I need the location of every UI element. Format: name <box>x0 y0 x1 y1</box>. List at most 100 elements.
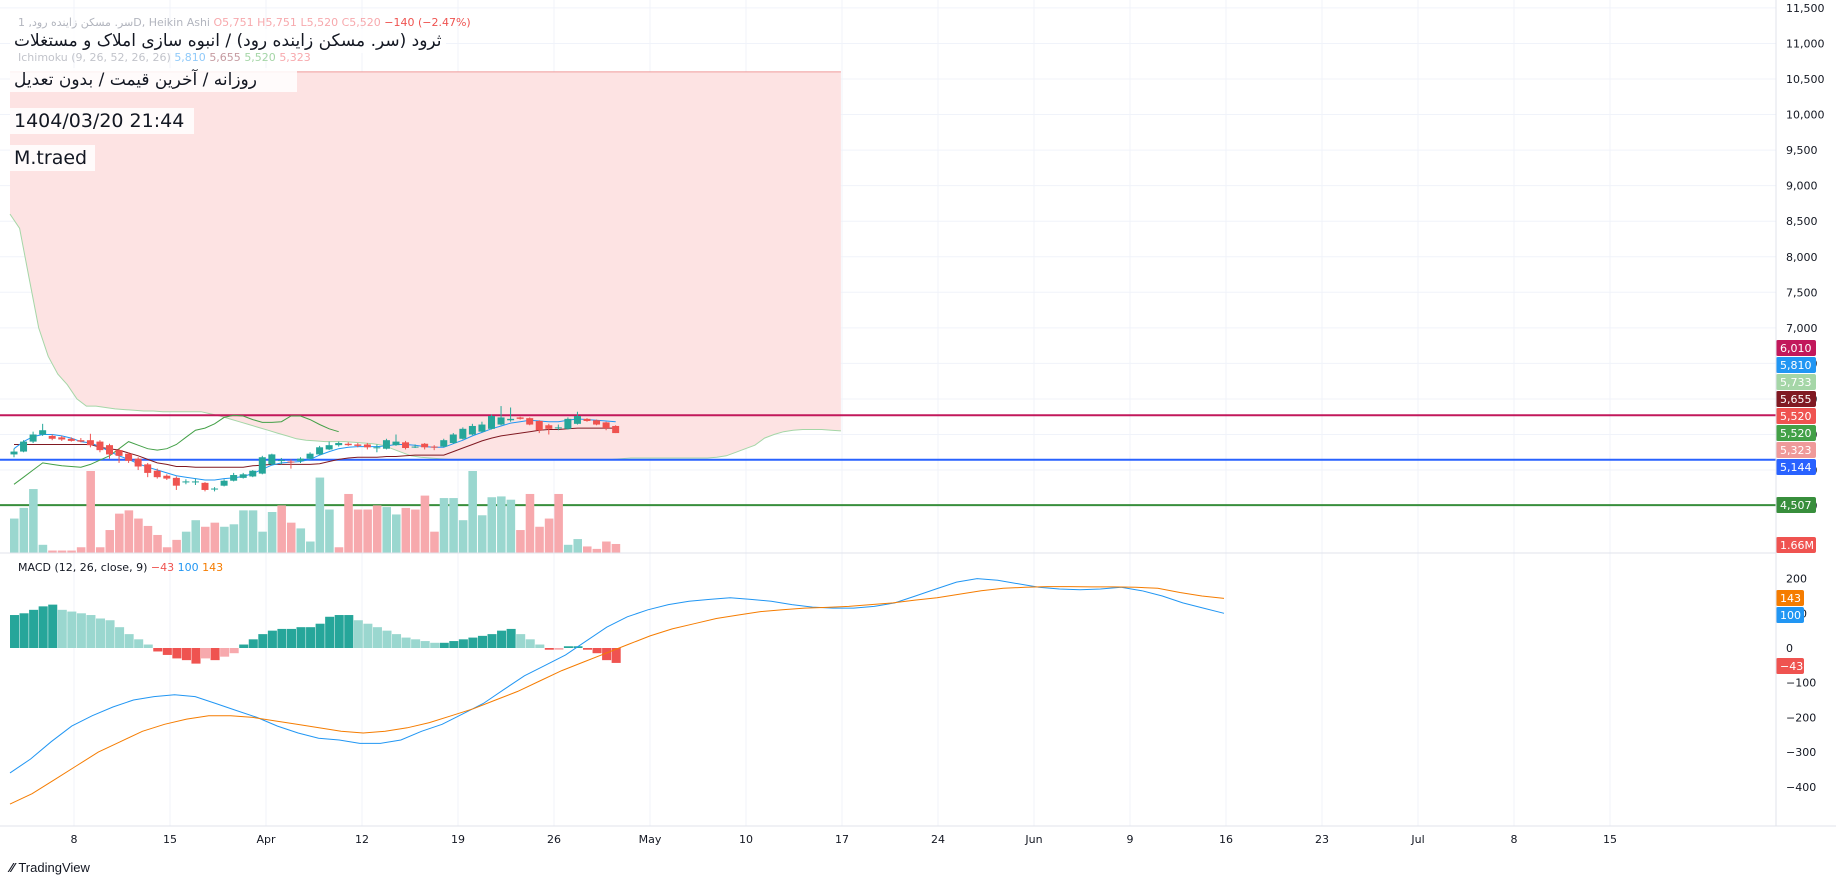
macd-histogram-bar <box>277 628 287 648</box>
macd-legend-hist: −43 <box>150 561 175 574</box>
candle-body[interactable] <box>335 443 343 446</box>
macd-histogram-bar <box>134 639 144 648</box>
macd-histogram-bar <box>29 609 39 648</box>
candle-body[interactable] <box>277 460 285 462</box>
candle-body[interactable] <box>230 475 238 481</box>
candle-body[interactable] <box>20 441 28 452</box>
candle-body[interactable] <box>459 428 467 439</box>
candle-body[interactable] <box>163 475 171 479</box>
time-tick-label: 9 <box>1127 833 1134 846</box>
brand-logo[interactable]: ⁄⁄ TradingView <box>10 860 90 875</box>
candle-body[interactable] <box>363 444 371 448</box>
candle-body[interactable] <box>593 420 601 425</box>
candle-body[interactable] <box>373 447 381 449</box>
ichimoku-value-tenkan: 5,810 <box>174 51 206 64</box>
candle-body[interactable] <box>430 446 438 448</box>
candle-body[interactable] <box>115 450 123 456</box>
macd-histogram-bar <box>143 644 153 648</box>
candle-body[interactable] <box>29 434 37 442</box>
candle-body[interactable] <box>554 427 562 429</box>
candle-body[interactable] <box>86 440 94 446</box>
macd-histogram-bar <box>420 641 430 648</box>
candle-body[interactable] <box>306 453 314 459</box>
volume-bar <box>372 505 382 553</box>
candle-body[interactable] <box>583 418 591 421</box>
candle-body[interactable] <box>564 418 572 429</box>
candle-body[interactable] <box>488 416 495 429</box>
candle-body[interactable] <box>258 457 266 474</box>
candle-body[interactable] <box>344 443 352 446</box>
candle-body[interactable] <box>134 458 142 467</box>
candle-body[interactable] <box>354 444 362 446</box>
time-tick-label: 26 <box>547 833 561 846</box>
macd-histogram-bar <box>191 648 201 664</box>
candle-body[interactable] <box>153 470 161 478</box>
price-badge <box>1776 391 1816 407</box>
candle-body[interactable] <box>440 440 448 447</box>
candle-body[interactable] <box>497 417 505 425</box>
ichimoku-legend[interactable]: Ichimoku (9, 26, 52, 26, 26) 5,810 5,655… <box>18 51 311 64</box>
candle-body[interactable] <box>602 422 610 429</box>
candle-body[interactable] <box>48 435 56 439</box>
candle-body[interactable] <box>191 481 199 483</box>
candle-body[interactable] <box>67 438 75 441</box>
candle-body[interactable] <box>325 445 333 450</box>
candle-body[interactable] <box>201 482 209 490</box>
candle-body[interactable] <box>10 451 18 455</box>
candle-body[interactable] <box>211 488 219 490</box>
horizontal-levels <box>0 414 1776 507</box>
macd-histogram-bar <box>544 648 554 650</box>
candle-body[interactable] <box>478 424 486 432</box>
candle-body[interactable] <box>316 447 324 455</box>
candle-body[interactable] <box>392 441 400 446</box>
candle-body[interactable] <box>402 442 410 449</box>
candle-body[interactable] <box>573 416 581 424</box>
candle-body[interactable] <box>249 470 257 477</box>
candle-body[interactable] <box>468 425 476 435</box>
macd-histogram-bar <box>67 611 77 648</box>
volume-bar <box>583 546 592 553</box>
candle-body[interactable] <box>220 480 228 486</box>
candle-body[interactable] <box>535 420 543 431</box>
candle-body[interactable] <box>287 461 295 463</box>
candle-body[interactable] <box>421 443 429 448</box>
macd-legend-signal: 143 <box>202 561 224 574</box>
price-badge <box>1776 442 1816 458</box>
volume-bar <box>344 493 353 553</box>
macd-tick-label: −300 <box>1786 746 1816 759</box>
candle-body[interactable] <box>39 430 47 435</box>
candle-body[interactable] <box>382 440 390 449</box>
volume-bar <box>411 509 420 553</box>
candle-body[interactable] <box>144 464 152 473</box>
candle-body[interactable] <box>106 445 113 455</box>
candle-body[interactable] <box>125 453 133 461</box>
candle-body[interactable] <box>507 418 515 421</box>
macd-legend[interactable]: MACD (12, 26, close, 9) −43 100 143 <box>18 561 223 574</box>
candle-body[interactable] <box>297 458 304 461</box>
candle-body[interactable] <box>612 425 620 434</box>
candle-body[interactable] <box>239 474 247 478</box>
candle-body[interactable] <box>268 454 276 465</box>
candle-body[interactable] <box>526 418 534 425</box>
candle-body[interactable] <box>545 425 553 429</box>
candle-body[interactable] <box>172 477 180 486</box>
price-badge-label: 5,520 <box>1780 427 1812 440</box>
macd-histogram-bar <box>487 634 497 648</box>
symbol-line[interactable]: سر. مسکن زاینده رود, 1D, Heikin Ashi <box>18 16 210 29</box>
volume-bar <box>267 512 277 553</box>
volume-bar <box>296 528 306 553</box>
price-tick-label: 10,000 <box>1786 109 1825 122</box>
time-tick-label: 10 <box>739 833 753 846</box>
candle-body[interactable] <box>411 446 419 448</box>
candle-body[interactable] <box>96 441 104 451</box>
price-tick-label: 9,000 <box>1786 180 1818 193</box>
kijun-sen-line <box>14 427 616 468</box>
candle-body[interactable] <box>449 434 457 444</box>
candle-body[interactable] <box>58 437 66 440</box>
candle-body[interactable] <box>182 481 190 483</box>
candle-body[interactable] <box>77 440 85 442</box>
time-tick-label: 24 <box>931 833 945 846</box>
volume-bar <box>191 520 200 553</box>
candle-body[interactable] <box>516 417 524 419</box>
